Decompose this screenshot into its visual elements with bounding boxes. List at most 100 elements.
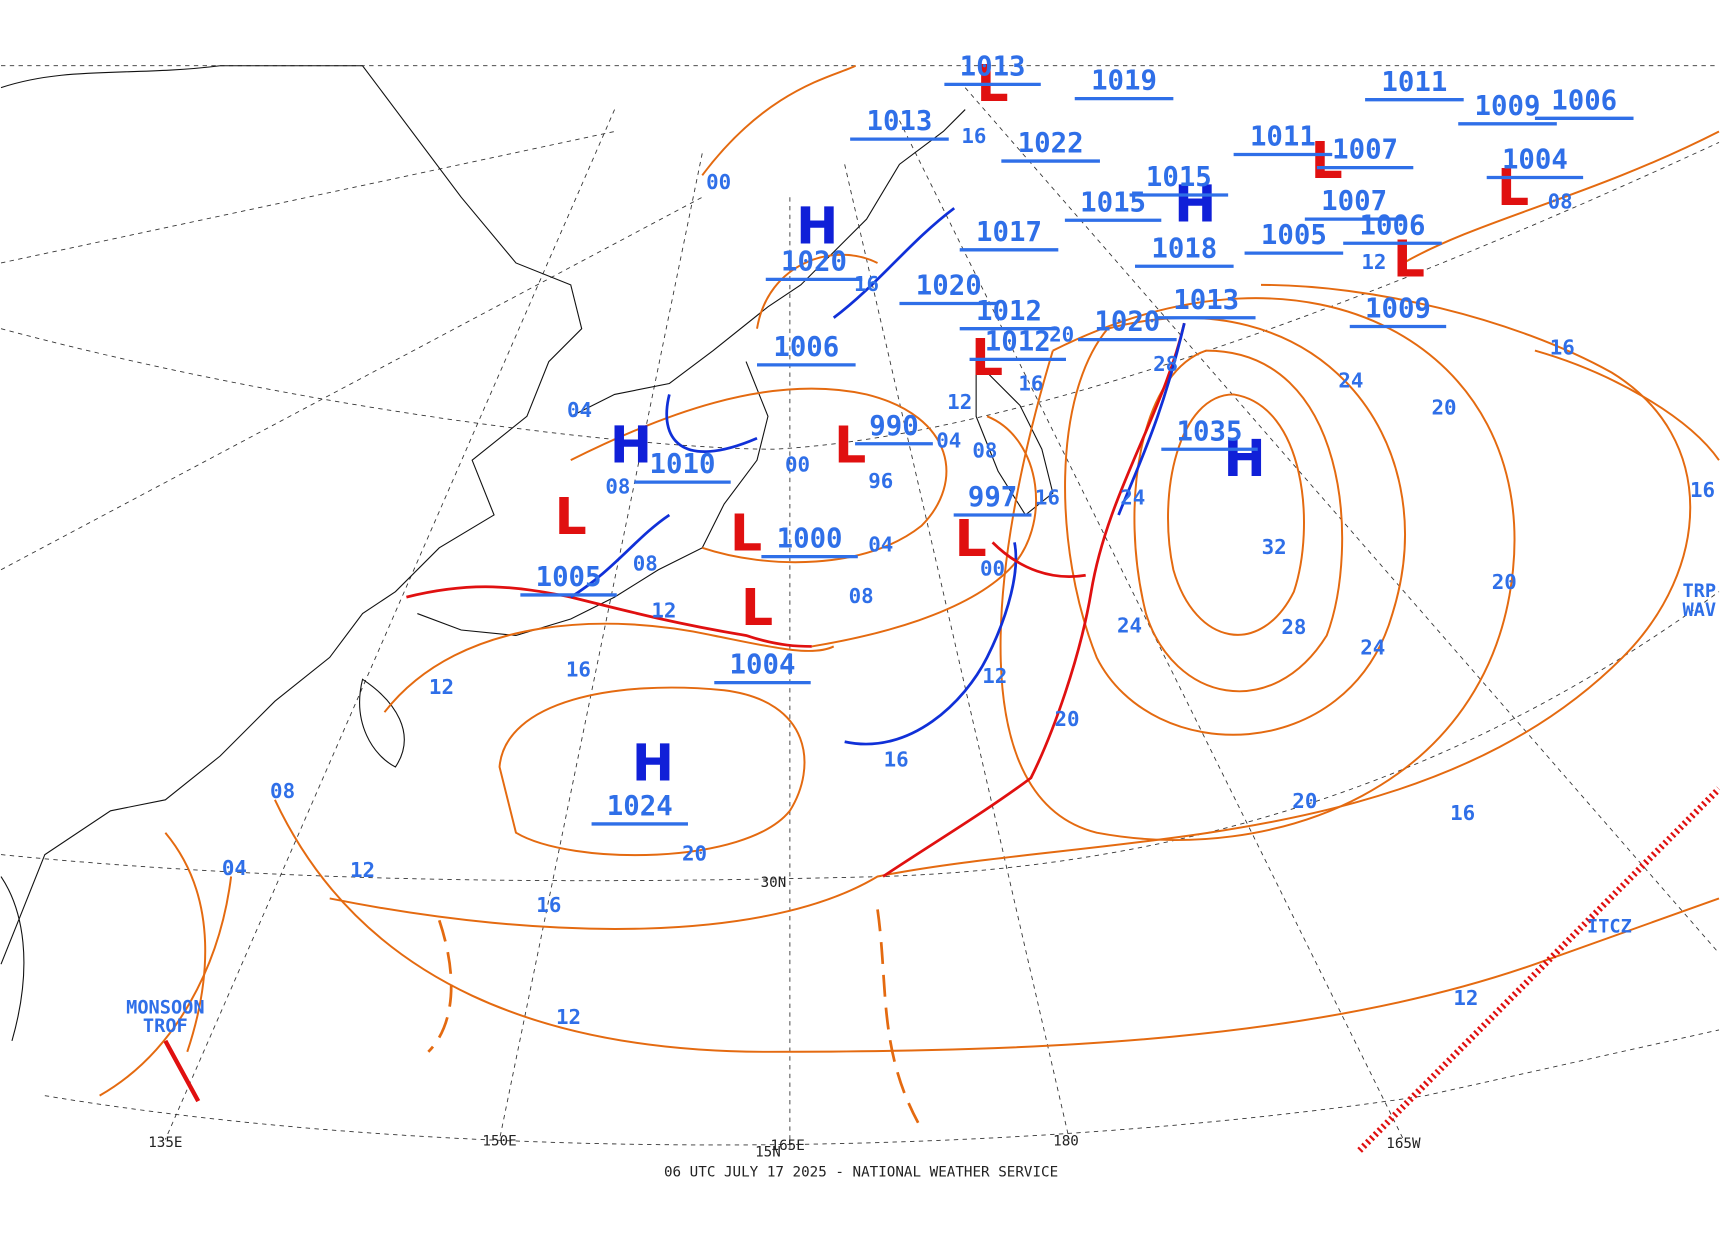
isobar-label: 20 xyxy=(682,842,707,866)
lon-line xyxy=(899,120,1404,1140)
isobar-label: 08 xyxy=(270,779,295,803)
isobar-label: 16 xyxy=(1450,801,1475,825)
pressure-label: 1013 xyxy=(1173,285,1239,316)
pressure-label: 1017 xyxy=(976,217,1042,248)
isobar-label: 12 xyxy=(651,598,676,622)
itcz xyxy=(1357,786,1720,1153)
graticule xyxy=(0,65,1720,1151)
isobar-label: 96 xyxy=(868,469,893,493)
center-pressure: 1007 xyxy=(1332,135,1398,166)
center-symbol: L xyxy=(955,509,987,568)
center-pressure: 1013 xyxy=(960,51,1026,82)
isobar xyxy=(1133,349,1344,693)
isobar-label: 08 xyxy=(633,551,658,575)
isobar-label: 04 xyxy=(936,429,961,453)
monsoon-trough xyxy=(163,1039,201,1103)
coast xyxy=(0,65,583,965)
isobar-label: 16 xyxy=(536,893,561,917)
center-symbol: L xyxy=(555,487,587,546)
isobar-label: 04 xyxy=(222,856,247,880)
feature-label: TROF xyxy=(143,1016,188,1037)
isobar-label: 16 xyxy=(566,658,591,682)
lon-line xyxy=(164,109,615,1140)
isobar-label: 08 xyxy=(849,584,874,608)
cold-front xyxy=(1117,322,1186,516)
center-pressure: 1000 xyxy=(777,524,843,555)
isobar-label: 08 xyxy=(972,438,997,462)
isobar-label: 24 xyxy=(1120,486,1145,510)
lon-line xyxy=(0,131,615,264)
isobar xyxy=(274,799,1720,1053)
fronts xyxy=(163,207,1720,1153)
isobar-label: 00 xyxy=(785,453,810,477)
isobar-label: 32 xyxy=(1262,535,1287,559)
cold-front xyxy=(665,394,758,453)
island xyxy=(359,678,405,768)
isobar xyxy=(811,415,1037,648)
isobar-label: 24 xyxy=(1338,368,1363,392)
lon-line xyxy=(499,153,703,1140)
isobar xyxy=(498,686,806,857)
center-pressure: 1024 xyxy=(607,791,673,822)
center-symbol: L xyxy=(1393,229,1425,288)
isobar-label: 12 xyxy=(982,664,1007,688)
isobar xyxy=(1064,317,1406,736)
isobar-label: 16 xyxy=(884,747,909,771)
coast xyxy=(0,876,25,1042)
pressure-label: 1006 xyxy=(1551,85,1617,116)
pressure-label: 1006 xyxy=(1360,210,1426,241)
isobar-label: 16 xyxy=(1035,486,1060,510)
isobar xyxy=(701,64,857,176)
isobar-label: 04 xyxy=(567,398,592,422)
pressure-label: 1009 xyxy=(1475,91,1541,122)
isobar-label: 12 xyxy=(350,858,375,882)
center-symbol: L xyxy=(741,578,773,637)
center-symbol: H xyxy=(796,197,838,256)
trough xyxy=(876,909,923,1130)
pressure-label: 1022 xyxy=(1018,128,1084,159)
isobar xyxy=(756,253,878,329)
feature-label: TRP xyxy=(1682,581,1716,602)
grid-label: 165E xyxy=(771,1138,805,1154)
isobar-label: 16 xyxy=(854,272,879,296)
center-symbol: H xyxy=(610,416,652,475)
isobar-label: 16 xyxy=(1018,372,1043,396)
center-pressure: 1020 xyxy=(781,246,847,277)
isobar-label: 20 xyxy=(1292,789,1317,813)
pressure-label: 1005 xyxy=(1261,220,1327,251)
japan-coast xyxy=(417,361,769,637)
footer: 06 UTC JULY 17 2025 - NATIONAL WEATHER S… xyxy=(664,1164,1058,1180)
isobar-label: 12 xyxy=(429,675,454,699)
isobar-label: 20 xyxy=(1431,396,1456,420)
isobar xyxy=(99,876,233,1097)
isobar xyxy=(329,283,1692,930)
isobar-label: 24 xyxy=(1360,636,1385,660)
pressure-label: 1019 xyxy=(1091,66,1157,97)
feature-label: ITCZ xyxy=(1587,916,1632,937)
center-symbol: H xyxy=(1174,175,1216,234)
pressure-label: 1011 xyxy=(1250,122,1316,153)
center-pressure: 1012 xyxy=(985,326,1051,357)
pressure-label: 1020 xyxy=(916,271,982,302)
grid-label: 15N xyxy=(755,1145,781,1161)
isobar-label: 12 xyxy=(947,390,972,414)
cold-front xyxy=(570,513,671,599)
grid-label: 180 xyxy=(1053,1134,1079,1150)
pressure-label: 1007 xyxy=(1321,186,1387,217)
center-pressure: 1009 xyxy=(1365,294,1431,325)
warm-front xyxy=(991,541,1086,578)
isobar-label: 16 xyxy=(1690,478,1715,502)
isobar-label: 24 xyxy=(1117,614,1142,638)
isobar xyxy=(1534,349,1720,461)
center-symbol: H xyxy=(632,733,674,792)
isobar-label: 16 xyxy=(1550,335,1575,359)
center-pressure: 1035 xyxy=(1177,416,1243,447)
center-pressure: 1015 xyxy=(1080,187,1146,218)
center-pressure: 997 xyxy=(968,482,1017,513)
isobar-label: 20 xyxy=(1049,322,1074,346)
isobar-label: 00 xyxy=(980,557,1005,581)
isobar-label: 28 xyxy=(1281,615,1306,639)
isobar xyxy=(1167,393,1305,636)
